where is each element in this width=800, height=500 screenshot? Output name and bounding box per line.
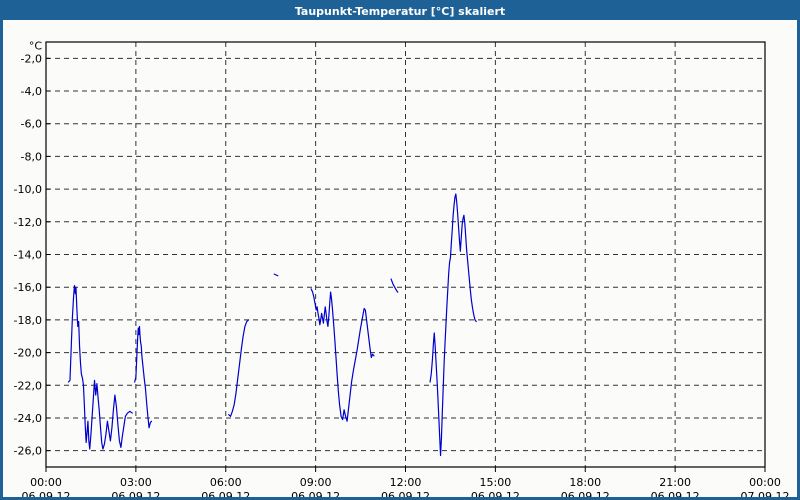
xtick-time-label: 03:00 [120, 476, 152, 489]
xtick-time-label: 00:00 [30, 476, 62, 489]
ytick-label: -10,0 [14, 183, 42, 196]
data-line-segment [390, 278, 399, 293]
xtick-date-label: 06.09.12 [22, 490, 71, 497]
xtick-date-label: 06.09.12 [201, 490, 250, 497]
xtick-date-label: 06.09.12 [471, 490, 520, 497]
y-axis-unit-label: °C [29, 39, 43, 52]
axis-labels-layer: -2,0 -4,0 -6,0 -8,0 -10,0 -12,0 -14,0 -16,0 -18,… [14, 39, 790, 497]
ytick-label: -16,0 [14, 281, 42, 294]
data-line-segment [228, 319, 250, 417]
xtick-date-label: 06.09.12 [291, 490, 340, 497]
xtick-date-label: 06.09.12 [651, 490, 700, 497]
ytick-label: -2,0 [21, 52, 42, 65]
ytick-label: -14,0 [14, 249, 42, 262]
ytick-label: -20,0 [14, 347, 42, 360]
data-line-segment [273, 273, 279, 277]
xtick-date-label: 06.09.12 [111, 490, 160, 497]
ytick-label: -18,0 [14, 314, 42, 327]
data-line-segment [134, 325, 153, 429]
xtick-date-label: 07.09.12 [741, 490, 790, 497]
xtick-time-label: 06:00 [210, 476, 242, 489]
data-line-segment [429, 193, 477, 457]
window-title: Taupunkt-Temperatur [°C] skaliert [3, 3, 797, 20]
ytick-label: -26,0 [14, 445, 42, 458]
xtick-time-label: 09:00 [300, 476, 332, 489]
ytick-label: -22,0 [14, 379, 42, 392]
xtick-date-label: 06.09.12 [561, 490, 610, 497]
xtick-time-label: 15:00 [480, 476, 512, 489]
ytick-label: -12,0 [14, 216, 42, 229]
ytick-label: -8,0 [21, 150, 42, 163]
data-line-segment [67, 284, 133, 450]
ytick-label: -6,0 [21, 118, 42, 131]
chart-plot-area: -2,0 -4,0 -6,0 -8,0 -10,0 -12,0 -14,0 -16,0 -18,… [3, 20, 797, 497]
grid-layer [46, 42, 765, 467]
xtick-time-label: 21:00 [659, 476, 691, 489]
ytick-label: -24,0 [14, 412, 42, 425]
data-series-layer [67, 193, 477, 457]
data-line-segment [310, 288, 375, 422]
chart-svg: -2,0 -4,0 -6,0 -8,0 -10,0 -12,0 -14,0 -16,0 -18,… [14, 39, 790, 497]
xtick-date-label: 06.09.12 [381, 490, 430, 497]
ytick-label: -4,0 [21, 85, 42, 98]
xtick-time-label: 18:00 [569, 476, 601, 489]
xtick-time-label: 12:00 [390, 476, 422, 489]
axis-layer [45, 41, 766, 472]
xtick-time-label: 00:00 [749, 476, 781, 489]
